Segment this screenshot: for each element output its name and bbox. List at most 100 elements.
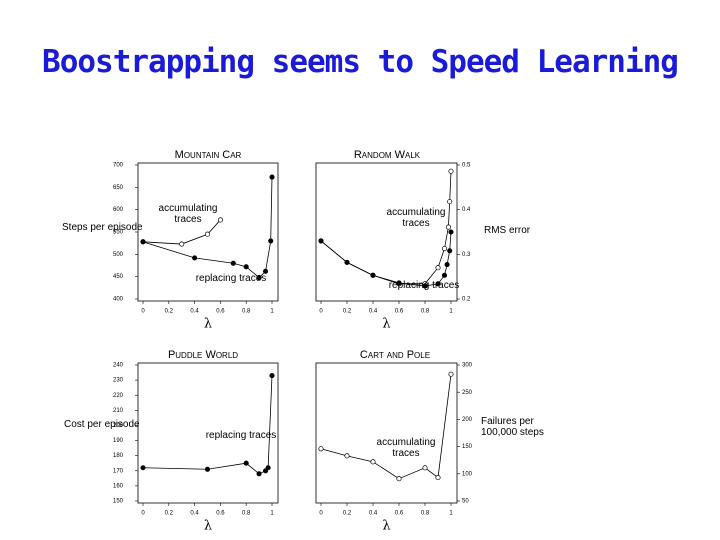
x-tick-label: 0.6: [395, 511, 404, 517]
x-tick-label: 0.6: [216, 309, 225, 315]
series-line: [142, 219, 221, 245]
y-tick-label: 200: [113, 423, 124, 429]
series-annotation: accumulating traces: [386, 207, 446, 229]
data-point: [262, 268, 269, 274]
data-point: [217, 217, 223, 223]
y-tick-label: 160: [113, 483, 124, 489]
series-line: [320, 374, 452, 480]
x-tick-label: 0.6: [216, 511, 225, 517]
y-tick-label: 220: [113, 393, 124, 399]
plot-frame: [137, 362, 279, 504]
x-tick-label: 1: [270, 511, 274, 517]
data-point: [179, 241, 185, 247]
y-axis-label: Failures per 100,000 steps: [481, 416, 544, 438]
data-point: [269, 373, 275, 379]
data-point: [422, 283, 428, 289]
data-point: [243, 460, 249, 466]
x-axis-label: λ: [382, 317, 390, 332]
chart-title: Random Walk: [354, 149, 421, 161]
data-point: [318, 446, 324, 452]
data-point: [448, 229, 454, 235]
x-tick-label: 0.6: [395, 309, 404, 315]
x-axis-label: λ: [204, 519, 212, 534]
data-point: [204, 466, 211, 472]
series-annotation: replacing traces: [205, 430, 277, 441]
y-tick-label: 550: [113, 230, 124, 236]
x-tick-label: 0.4: [369, 309, 378, 315]
data-point: [230, 260, 236, 266]
x-tick-label: 1: [449, 511, 453, 517]
data-point: [269, 174, 275, 180]
series-annotation: replacing traces: [388, 280, 460, 291]
data-point: [204, 231, 211, 237]
y-tick-label: 150: [113, 499, 124, 505]
chart-title: Mountain Car: [175, 149, 242, 161]
x-tick-label: 0.2: [343, 511, 352, 517]
y-tick-label: 0.5: [462, 163, 471, 169]
chart-title: Cart and Pole: [360, 349, 430, 361]
x-tick-label: 0.8: [242, 511, 251, 517]
x-tick-label: 0: [141, 511, 145, 517]
data-point: [370, 272, 376, 278]
data-point: [268, 238, 274, 244]
y-tick-label: 500: [113, 252, 124, 258]
series-line: [142, 375, 273, 475]
y-tick-label: 50: [462, 499, 469, 505]
y-tick-label: 300: [462, 363, 473, 369]
y-axis-label: Cost per episode: [64, 419, 140, 430]
data-point: [448, 168, 454, 174]
y-tick-label: 210: [113, 408, 124, 414]
data-point: [140, 239, 146, 245]
y-tick-label: 180: [113, 453, 124, 459]
x-tick-label: 0.4: [190, 309, 199, 315]
data-point: [140, 465, 146, 471]
x-tick-label: 0.2: [343, 309, 352, 315]
data-point: [256, 275, 262, 281]
y-tick-label: 190: [113, 438, 124, 444]
data-point: [447, 199, 453, 205]
data-point: [435, 475, 441, 481]
y-tick-label: 240: [113, 363, 124, 369]
x-axis-label: λ: [382, 519, 390, 534]
series-line: [142, 177, 273, 279]
y-tick-label: 150: [462, 444, 473, 450]
y-axis-label: Steps per episode: [62, 222, 143, 233]
x-axis-label: λ: [204, 317, 212, 332]
data-point: [243, 264, 249, 270]
y-tick-label: 650: [113, 185, 124, 191]
chart-title: Puddle World: [168, 349, 238, 361]
y-tick-label: 250: [462, 390, 473, 396]
data-point: [422, 465, 428, 471]
x-tick-label: 0.4: [190, 511, 199, 517]
y-tick-label: 200: [462, 417, 473, 423]
data-point: [447, 248, 453, 254]
data-point: [435, 281, 441, 287]
y-tick-label: 0.3: [462, 252, 471, 258]
series-annotation: accumulating traces: [158, 203, 218, 225]
series-annotation: replacing traces: [195, 273, 267, 284]
y-tick-label: 230: [113, 378, 124, 384]
y-tick-label: 700: [113, 163, 124, 169]
x-tick-label: 0.8: [421, 309, 430, 315]
plot-frame: [315, 362, 458, 504]
y-tick-label: 170: [113, 468, 124, 474]
slide-title: Boostrapping seems to Speed Learning: [42, 44, 679, 80]
plot-frame: [315, 162, 458, 302]
data-point: [441, 272, 448, 278]
data-point: [396, 476, 402, 482]
data-point: [318, 238, 324, 244]
data-point: [445, 224, 451, 230]
data-point: [448, 371, 454, 377]
y-tick-label: 100: [462, 471, 473, 477]
data-point: [441, 245, 448, 252]
x-tick-label: 0: [319, 511, 323, 517]
data-point: [192, 255, 198, 261]
data-point: [344, 453, 350, 459]
x-tick-label: 1: [270, 309, 274, 315]
y-tick-label: 400: [113, 297, 124, 303]
series-annotation: accumulating traces: [376, 437, 436, 459]
y-tick-label: 0.4: [462, 207, 471, 213]
x-tick-label: 0: [141, 309, 145, 315]
series-line: [320, 231, 452, 287]
